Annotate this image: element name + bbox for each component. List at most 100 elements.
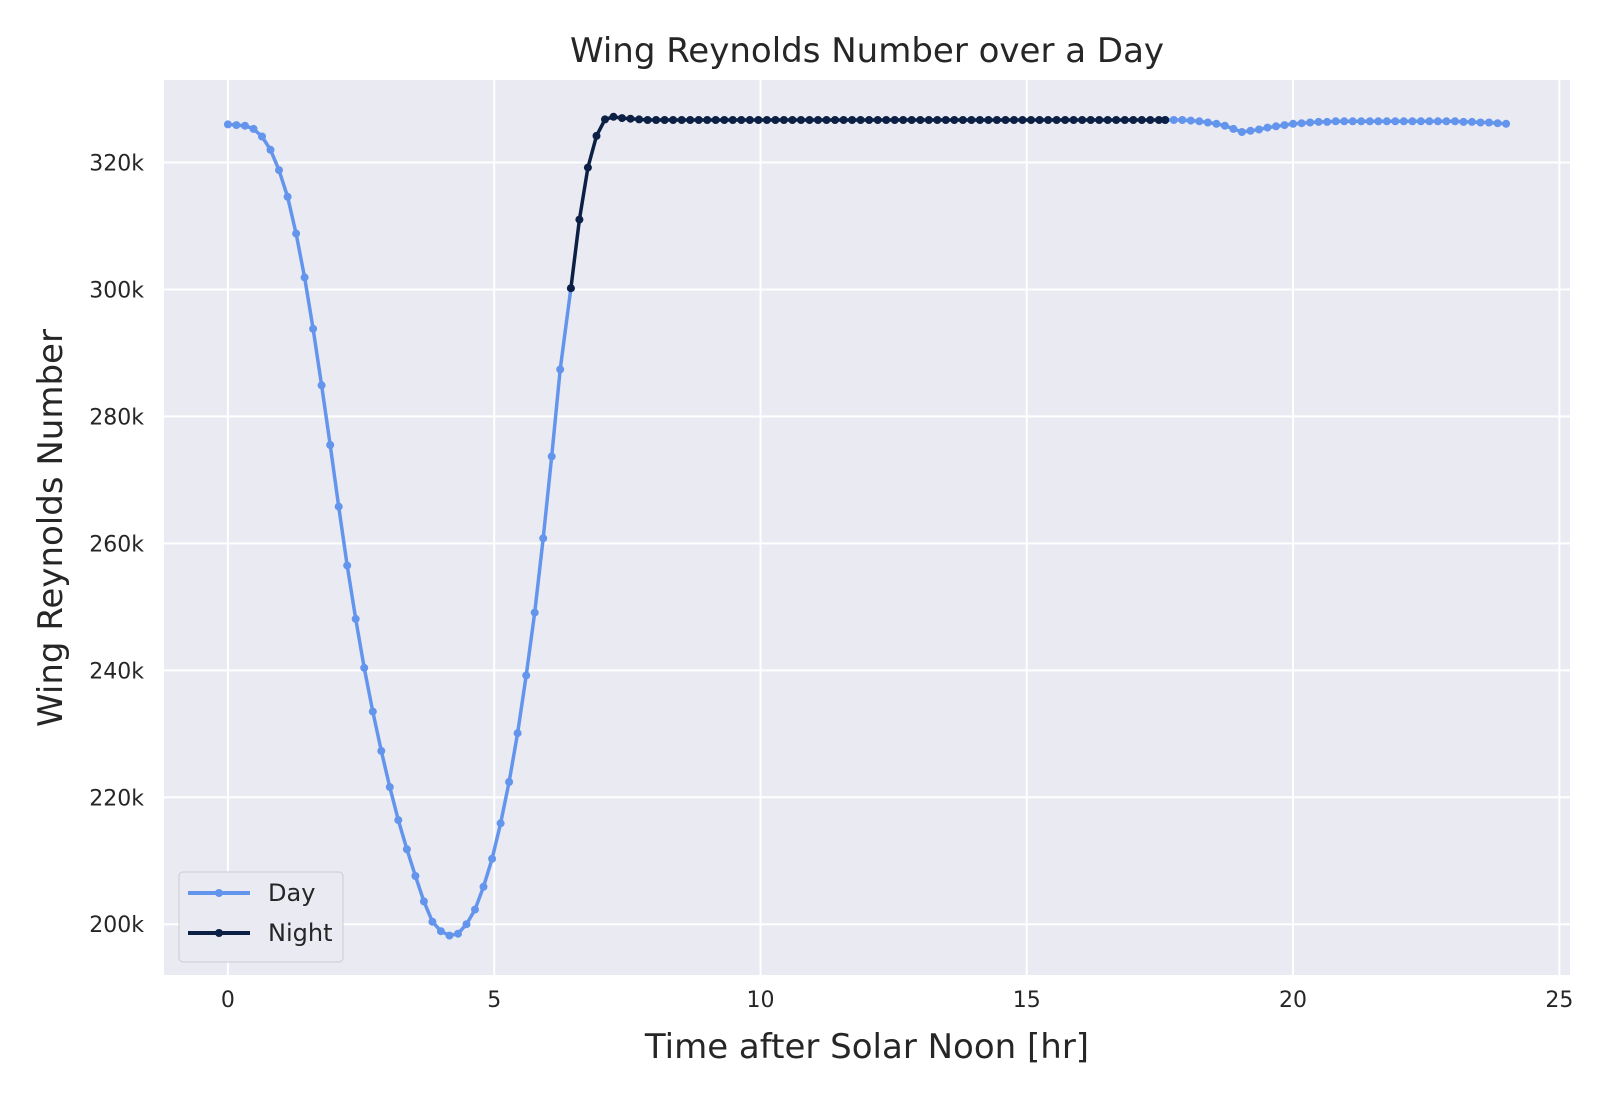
data-point-day (530, 608, 539, 617)
data-point-day (1195, 117, 1204, 126)
data-point-night (1069, 116, 1078, 124)
legend-marker-day (215, 889, 223, 897)
data-point-day (428, 917, 437, 926)
y-tick-label: 280k (89, 405, 144, 430)
data-point-day (1365, 117, 1374, 126)
data-point-night (728, 116, 737, 124)
data-point-day (1468, 117, 1476, 126)
data-point-day (1374, 117, 1383, 126)
legend: Day Night (178, 871, 344, 963)
x-tick-label: 5 (487, 988, 501, 1013)
data-point-day (1425, 117, 1434, 126)
data-point-day (1348, 117, 1357, 126)
data-point-day (292, 229, 301, 238)
data-point-day (1212, 119, 1221, 128)
data-point-night (720, 116, 729, 124)
x-tick-label: 20 (1279, 988, 1307, 1013)
data-point-night (831, 116, 839, 124)
chart-title: Wing Reynolds Number over a Day (570, 31, 1164, 71)
data-point-night (618, 114, 626, 123)
data-point-day (249, 124, 258, 133)
y-tick-label: 300k (89, 278, 144, 303)
data-point-day (266, 145, 275, 154)
data-point-day (1476, 118, 1485, 127)
data-point-day (1186, 116, 1195, 125)
plot-background (164, 80, 1570, 975)
data-point-night (899, 116, 908, 124)
data-point-night (703, 116, 712, 124)
data-point-day (275, 166, 283, 175)
data-point-day (522, 671, 531, 680)
data-point-night (1035, 116, 1044, 124)
data-point-day (1246, 126, 1255, 135)
grid (164, 80, 1570, 975)
data-point-night (1052, 116, 1061, 124)
legend-marker-night (215, 929, 223, 937)
data-point-night (856, 116, 865, 124)
x-tick-label: 0 (221, 988, 235, 1013)
data-point-day (496, 819, 505, 828)
data-point-night (583, 163, 592, 172)
data-point-day (377, 746, 386, 755)
data-point-night (1001, 116, 1010, 124)
data-point-day (454, 929, 462, 938)
data-point-night (762, 116, 771, 124)
data-point-night (1061, 116, 1070, 124)
data-point-night (958, 116, 967, 124)
data-point-day (317, 381, 326, 390)
data-point-night (626, 114, 635, 123)
data-point-night (1112, 116, 1121, 124)
x-tick-labels: 0 5 10 15 20 25 (221, 988, 1573, 1013)
data-point-day (445, 931, 454, 940)
data-point-day (556, 365, 565, 374)
data-point-night (907, 116, 916, 124)
data-point-day (539, 534, 548, 543)
data-point-night (1027, 116, 1035, 124)
data-point-day (505, 778, 514, 786)
data-point-night (797, 116, 805, 124)
data-point-day (1178, 116, 1187, 124)
data-point-night (669, 116, 678, 124)
data-point-day (462, 920, 471, 929)
data-point-night (652, 116, 661, 124)
legend-box (178, 871, 344, 963)
data-point-day (258, 132, 266, 141)
x-tick-label: 15 (1013, 988, 1041, 1013)
data-point-night (916, 116, 925, 124)
data-point-day (351, 614, 360, 623)
data-point-night (992, 116, 1001, 124)
data-point-day (232, 121, 241, 130)
data-point-day (1169, 116, 1178, 124)
data-point-day (1255, 125, 1263, 134)
data-point-night (805, 116, 814, 124)
data-point-day (513, 729, 522, 738)
data-point-night (822, 116, 831, 124)
data-point-night (677, 116, 686, 124)
data-point-night (873, 116, 882, 124)
data-point-day (223, 120, 232, 129)
data-point-night (660, 116, 669, 124)
data-point-day (309, 324, 318, 333)
y-tick-label: 320k (89, 152, 144, 177)
data-point-day (1399, 117, 1408, 126)
data-point-night (1129, 116, 1138, 124)
data-point-night (1078, 116, 1087, 124)
data-point-day (1442, 117, 1451, 126)
data-point-night (882, 116, 891, 124)
data-point-night (865, 116, 874, 124)
data-point-day (1306, 118, 1315, 127)
data-point-night (950, 116, 959, 124)
data-point-night (890, 116, 899, 124)
data-point-day (1323, 117, 1332, 126)
data-point-night (711, 116, 720, 124)
data-point-night (1146, 116, 1155, 124)
data-point-day (488, 854, 497, 863)
data-point-day (326, 441, 335, 449)
x-axis-label: Time after Solar Noon [hr] (644, 1027, 1089, 1067)
data-point-night (1010, 116, 1018, 124)
x-tick-label: 10 (746, 988, 774, 1013)
data-point-night (694, 116, 703, 124)
data-point-night (967, 116, 976, 124)
data-point-night (686, 116, 695, 124)
